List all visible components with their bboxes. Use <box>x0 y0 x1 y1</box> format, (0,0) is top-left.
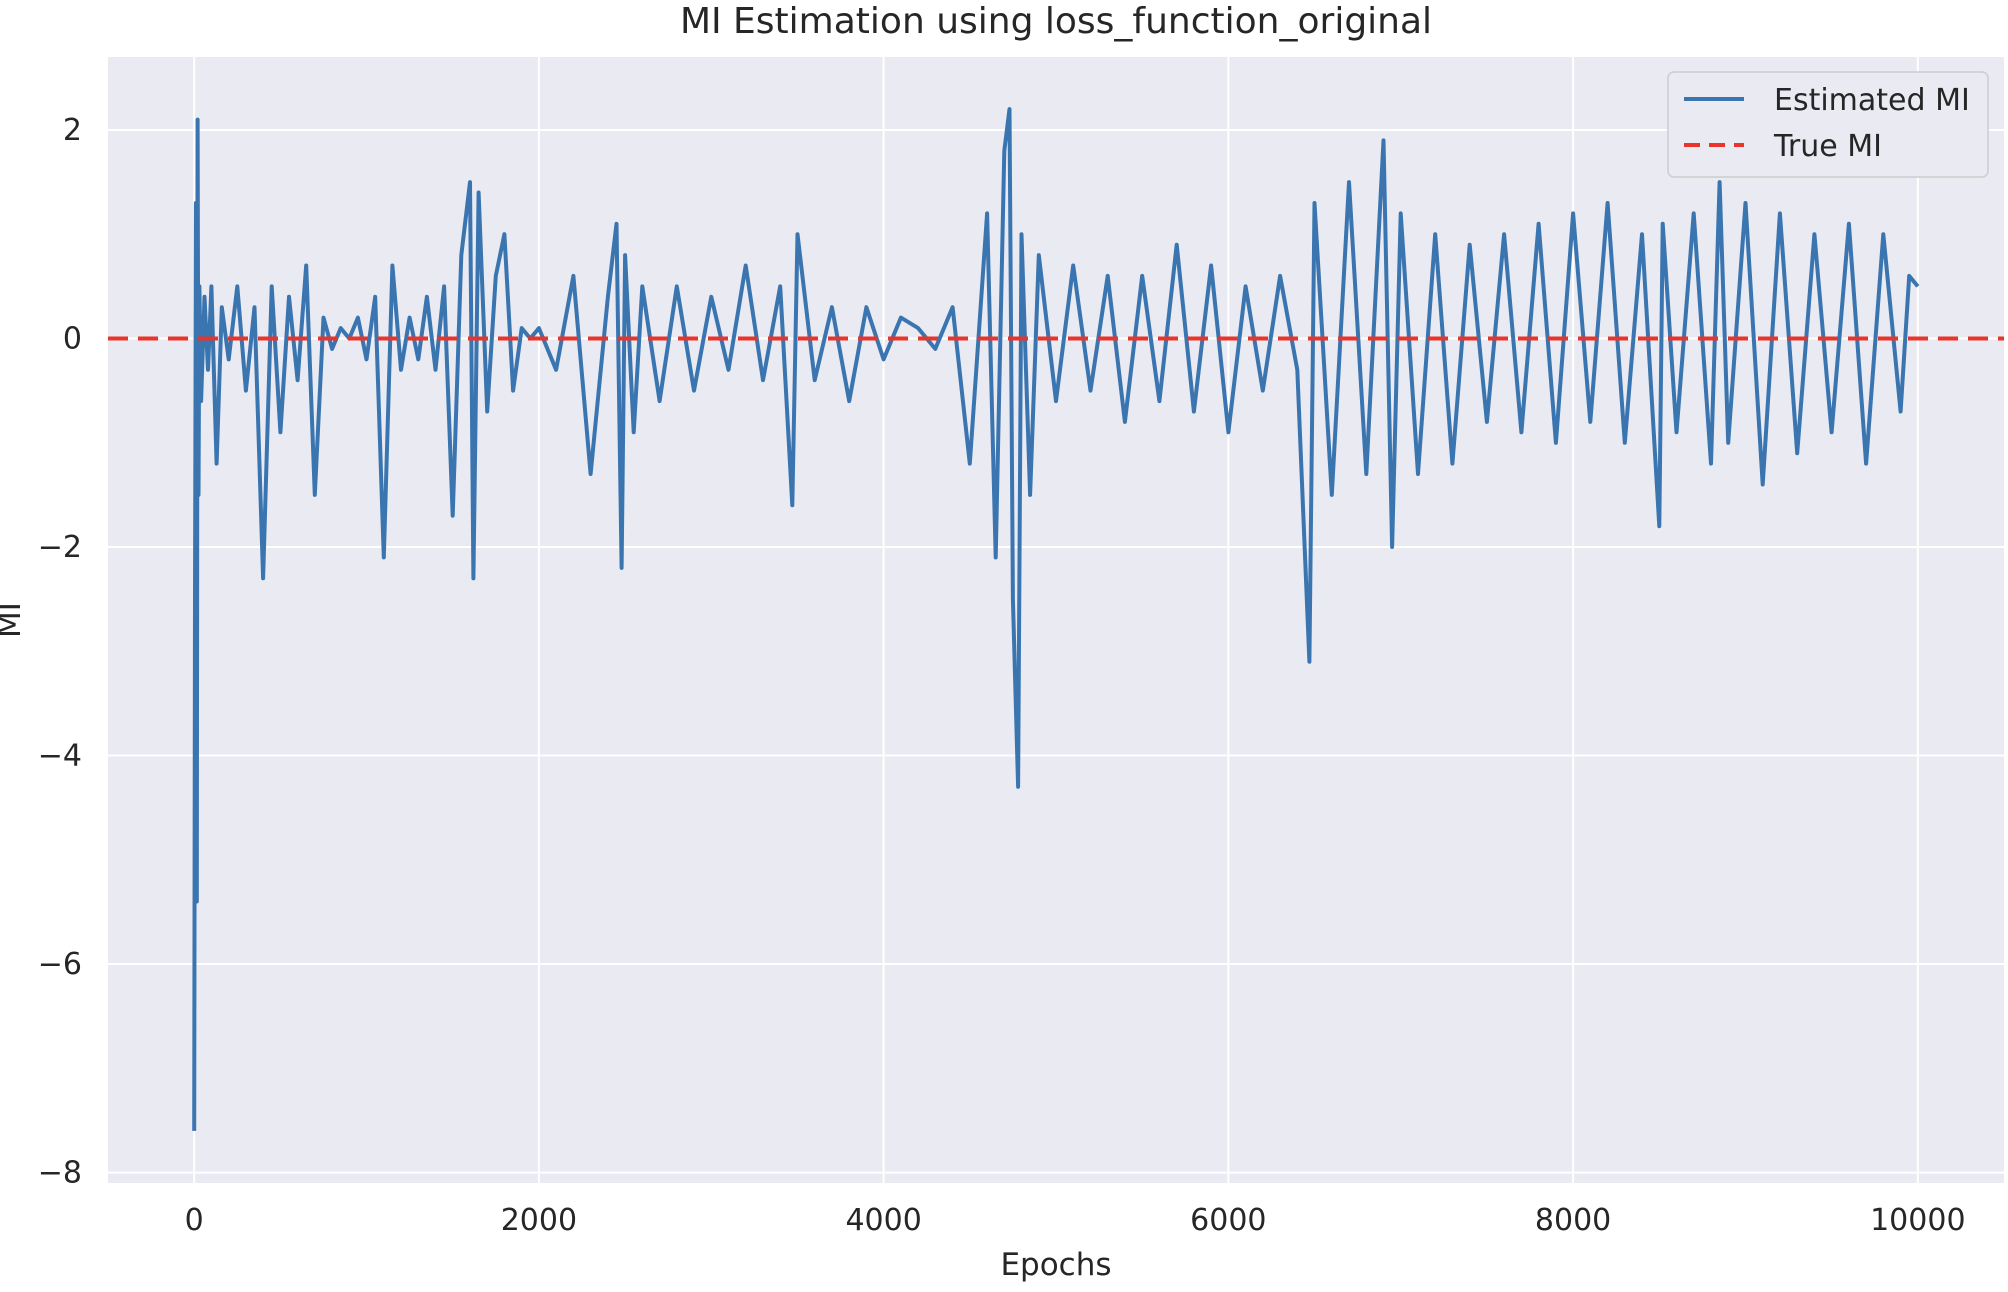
legend: Estimated MI True MI <box>1667 71 1989 178</box>
plot-background <box>108 57 2004 1183</box>
y-tick-label: −2 <box>38 530 82 565</box>
x-tick-label: 10000 <box>1870 1203 1965 1238</box>
x-tick-label: 0 <box>185 1203 204 1238</box>
y-tick-label: −6 <box>38 947 82 982</box>
x-axis-label: Epochs <box>1000 1247 1111 1283</box>
y-axis-label: MI <box>0 602 28 638</box>
x-tick-label: 8000 <box>1535 1203 1611 1238</box>
y-tick-label: 2 <box>63 113 82 148</box>
legend-label-estimated-mi: Estimated MI <box>1774 83 1970 118</box>
x-tick-label: 4000 <box>845 1203 921 1238</box>
y-tick-label: −8 <box>38 1156 82 1191</box>
x-tick-label: 6000 <box>1190 1203 1266 1238</box>
y-tick-label: −4 <box>38 739 82 774</box>
x-tick-label: 2000 <box>501 1203 577 1238</box>
tick-labels: 0 2000 4000 6000 8000 10000 2 0 −2 −4 −6 −8 <box>38 113 1966 1238</box>
chart-title: MI Estimation using loss_function_origin… <box>680 1 1432 42</box>
y-tick-label: 0 <box>63 322 82 357</box>
legend-box <box>1667 71 1989 178</box>
series-line-estimated-mi <box>192 107 1920 1131</box>
series-layer <box>108 107 2004 1131</box>
legend-label-true-mi: True MI <box>1773 129 1882 164</box>
